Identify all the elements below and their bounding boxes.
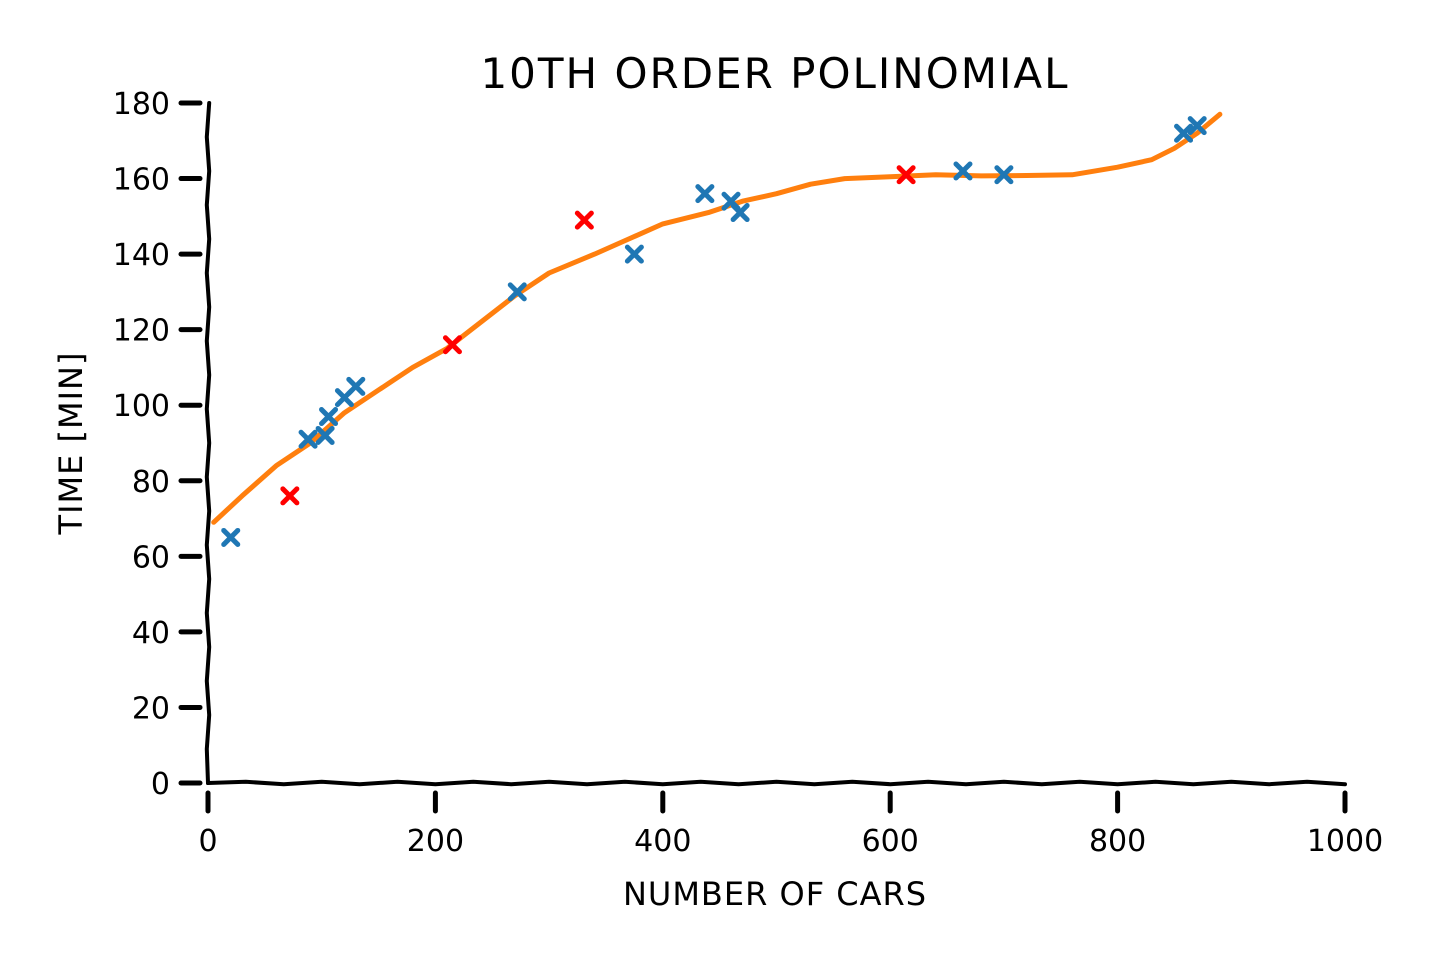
y-tick-label: 100: [113, 389, 170, 424]
data-point: [994, 165, 1014, 185]
y-axis-label: TIME [MIN]: [52, 352, 90, 536]
data-point-stroke: [280, 486, 300, 506]
x-axis-line: [206, 779, 1347, 787]
y-tick-label: 180: [113, 87, 170, 122]
data-point-stroke: [1187, 116, 1207, 136]
y-tick-label: 0: [151, 767, 170, 802]
data-point: [624, 244, 644, 264]
data-point-stroke: [298, 429, 318, 449]
data-point-stroke: [994, 165, 1014, 185]
data-point: [1174, 123, 1194, 143]
y-tick-label: 120: [113, 314, 170, 349]
data-point-stroke: [896, 165, 916, 185]
x-tick-label: 800: [1089, 824, 1146, 859]
y-tick-label: 160: [113, 163, 170, 198]
data-point: [896, 165, 916, 185]
data-point: [695, 184, 715, 204]
data-point-stroke: [221, 527, 241, 547]
x-axis-label: NUMBER OF CARS: [623, 875, 927, 913]
data-point: [574, 210, 594, 230]
x-tick-label: 200: [407, 824, 464, 859]
data-point-stroke: [574, 210, 594, 230]
x-tick-label: 600: [862, 824, 919, 859]
data-point: [953, 161, 973, 181]
y-tick-label: 140: [113, 238, 170, 273]
data-point: [730, 203, 750, 223]
y-tick-label: 40: [132, 616, 170, 651]
data-point-stroke: [1174, 123, 1194, 143]
data-point: [346, 376, 366, 396]
data-point: [1187, 116, 1207, 136]
axes: 0 20 40 60 80 100 120 140 160 180 0 200 400 600 800 100…: [113, 87, 1383, 859]
data-point: [221, 527, 241, 547]
data-point-stroke: [442, 335, 462, 355]
x-tick-label: 1000: [1307, 824, 1383, 859]
data-point-stroke: [695, 184, 715, 204]
y-tick-label: 60: [132, 540, 170, 575]
data-point: [442, 335, 462, 355]
y-axis-line: [204, 101, 212, 785]
chart-title: 10TH ORDER POLINOMIAL: [480, 49, 1069, 98]
data-point: [507, 282, 527, 302]
y-tick-label: 80: [132, 465, 170, 500]
data-point: [319, 407, 339, 427]
data-point: [315, 425, 335, 445]
data-point-stroke: [721, 191, 741, 211]
x-tick-label: 400: [634, 824, 691, 859]
data-point-stroke: [953, 161, 973, 181]
data-point-stroke: [507, 282, 527, 302]
data-point-stroke: [315, 425, 335, 445]
data-point-stroke: [624, 244, 644, 264]
y-tick-label: 20: [132, 691, 170, 726]
data-point-stroke: [730, 203, 750, 223]
series-layer: [211, 111, 1223, 547]
data-point: [298, 429, 318, 449]
fit-line: [211, 111, 1223, 525]
data-point: [280, 486, 300, 506]
data-point-stroke: [319, 407, 339, 427]
data-point-stroke: [346, 376, 366, 396]
x-tick-label: 0: [198, 824, 217, 859]
